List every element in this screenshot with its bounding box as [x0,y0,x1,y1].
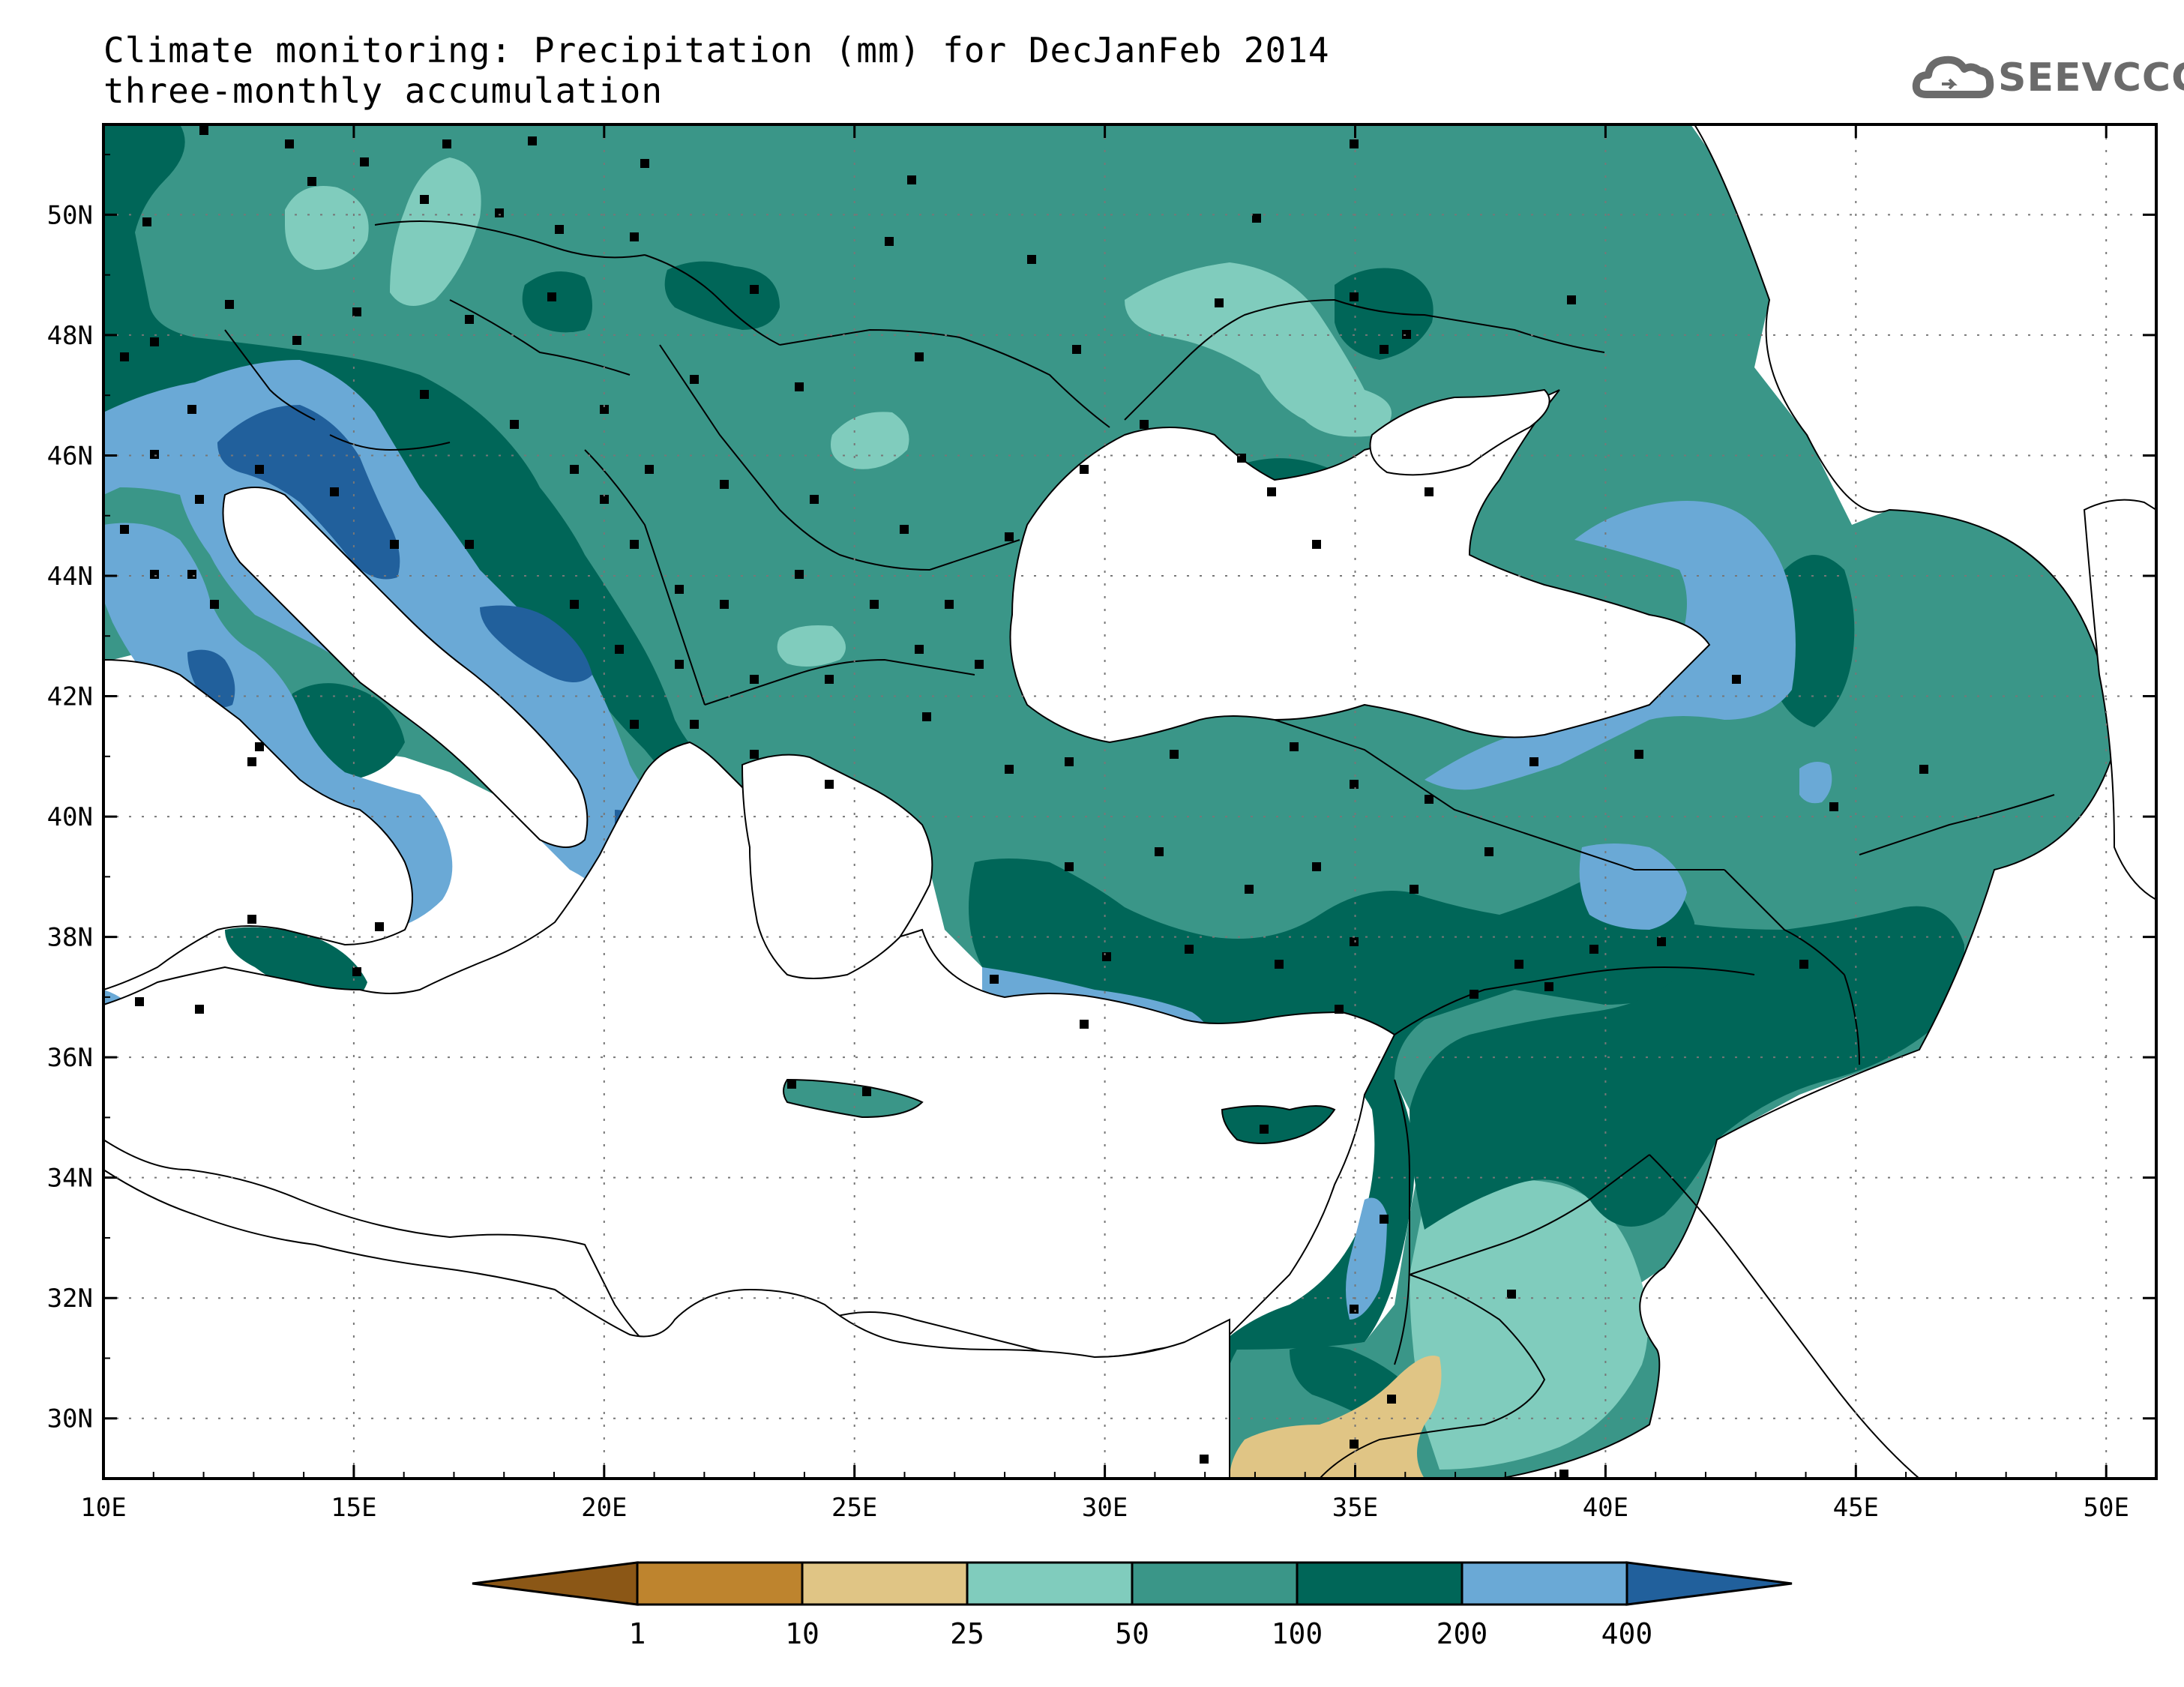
island-cyprus [1221,1105,1336,1144]
map-area [103,124,2156,1479]
colorbar-label: 100 [1272,1617,1323,1650]
colorbar-label: 50 [1115,1617,1149,1650]
land-mask-east [1499,124,2156,1479]
y-tick-label: 48N [47,321,93,351]
precip-region-10-25 [1230,1356,1442,1479]
precip-region-100-200 [225,927,367,1005]
station-markers [120,126,1928,1479]
colorbar-box [1296,1561,1463,1606]
precip-region-100-200 [1410,906,1964,1230]
x-tick-label: 10E [80,1493,126,1523]
colorbar-over-triangle [1625,1561,1793,1606]
sea-mask-azov [1369,388,1550,476]
x-tick-label: 45E [1833,1493,1879,1523]
chart-title: Climate monitoring: Precipitation (mm) f… [103,30,1330,70]
x-tick-label: 15E [331,1493,376,1523]
x-axis: 10E 15E 20E 25E 30E 35E 40E 45E 50E [80,124,2157,1523]
sea-mask-black-sea [1009,389,1711,744]
sea-mask-tyrrhenian [103,658,413,991]
y-tick-label: 36N [47,1043,93,1073]
x-tick-label: 30E [1082,1493,1128,1523]
precip-region-25-50 [1410,1179,1648,1470]
precip-region-25-50 [285,186,369,270]
colorbar-box [1460,1561,1628,1606]
x-tick-label: 35E [1332,1493,1378,1523]
colorbar-box [1131,1561,1299,1606]
logo-text: SEEVCCC [1998,55,2184,100]
precip-region-25-50 [831,412,909,469]
y-tick-label: 50N [47,200,93,230]
seevccc-logo: SEEVCCC [1912,48,2184,108]
y-tick-label: 42N [47,682,93,712]
x-tick-label: 25E [831,1493,877,1523]
precip-region-200-400 [1425,501,1796,790]
land-mask-africa [103,1168,1230,1479]
sea-mask-aegean [741,754,933,979]
x-tick-label: 40E [1583,1493,1628,1523]
precip-region-25-50 [390,157,481,306]
cloud-icon [1912,55,1994,98]
precip-region-25-50 [1125,262,1392,437]
precip-region-100-200 [522,271,592,333]
y-tick-label: 34N [47,1164,93,1194]
colorbar-box [801,1561,969,1606]
precip-region-200-400 [1799,762,1832,804]
precip-region-over-400 [480,605,592,682]
colorbar-label: 25 [950,1617,984,1650]
colorbar-label: 1 [629,1617,646,1650]
colorbar: 1 10 25 50 100 200 400 [472,1561,1793,1650]
chart-subtitle: three-monthly accumulation [103,70,664,111]
sea-mask-caspian [2083,499,2156,901]
island-crete [783,1078,924,1119]
y-tick-label: 30N [47,1404,93,1434]
x-tick-label: 50E [2084,1493,2129,1523]
colorbar-box [966,1561,1134,1606]
y-axis: 30N 32N 34N 36N 38N 40N 42N 44N 46N 48N 50N [47,154,2156,1479]
y-tick-label: 44N [47,562,93,592]
colorbar-box [636,1561,804,1606]
y-tick-label: 38N [47,923,93,953]
country-borders [224,220,2055,1479]
x-tick-label: 20E [581,1493,627,1523]
map-grid [103,124,2156,1479]
map-frame [102,123,2158,1480]
colorbar-label: 10 [785,1617,819,1650]
y-tick-label: 40N [47,802,93,832]
precip-region-200-400 [1346,1197,1387,1320]
precip-region-over-400 [217,405,400,580]
y-tick-label: 46N [47,441,93,471]
precip-region-25-50 [777,625,846,667]
precip-region-over-400 [187,649,235,708]
sea-mask-adriatic [222,487,589,848]
colorbar-label: 400 [1601,1617,1653,1650]
colorbar-label: 200 [1437,1617,1488,1650]
precip-region-200-400 [1579,844,1687,930]
y-tick-label: 32N [47,1284,93,1314]
colorbar-under-triangle [472,1561,639,1606]
